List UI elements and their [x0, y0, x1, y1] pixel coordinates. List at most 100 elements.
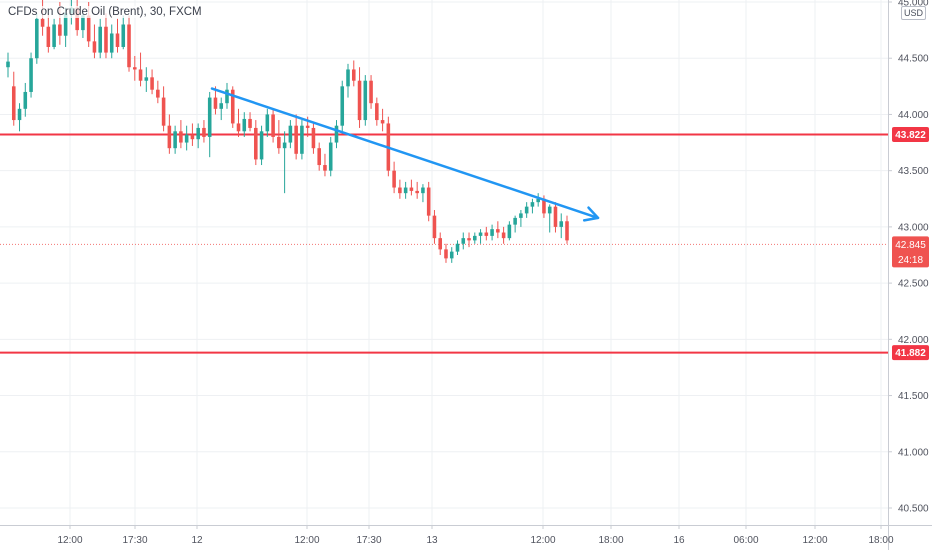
candle-body [150, 77, 154, 90]
candle-body [409, 187, 414, 191]
time-tick-label: 06:00 [733, 535, 758, 546]
candle-body [449, 251, 454, 259]
trend-line[interactable] [210, 87, 600, 220]
candle-body [536, 198, 540, 203]
candle-body [305, 125, 310, 128]
time-tick-label: 17:30 [122, 535, 147, 546]
candle-body [6, 61, 10, 68]
candle-body [473, 235, 477, 241]
candle-body [559, 221, 564, 227]
candle-body [259, 131, 264, 160]
candle-body [421, 187, 425, 194]
candle-body [444, 249, 448, 259]
candle-body [17, 108, 22, 121]
candle-body [86, 15, 91, 42]
candle-body [58, 24, 62, 36]
candle-body [167, 125, 172, 149]
candle-body [392, 170, 396, 188]
candle-body [207, 97, 212, 137]
candle-body [542, 198, 546, 214]
candle-body [242, 118, 247, 132]
candle-body [265, 114, 270, 132]
candle-body [225, 89, 229, 104]
candle-body [351, 69, 356, 81]
candle-body [63, 13, 68, 36]
candle-body [35, 18, 39, 59]
candle-body [40, 18, 45, 27]
candle-body [334, 125, 339, 143]
candle-body [300, 125, 304, 154]
candle-body [507, 224, 512, 239]
candle-body [363, 80, 368, 121]
candle-body [553, 206, 558, 227]
level-price-label: 41.882 [895, 348, 926, 359]
candle-body [455, 243, 460, 252]
candle-body [98, 26, 102, 53]
price-tick-label: 43.500 [898, 166, 929, 177]
candle-body [184, 134, 189, 143]
candle-body [219, 103, 224, 109]
candle-body [196, 127, 200, 140]
level-price-label: 43.822 [895, 130, 926, 141]
candle-body [294, 125, 298, 154]
price-tick-label: 43.000 [898, 222, 929, 233]
time-tick-label: 17:30 [356, 535, 381, 546]
time-tick-label: 18:00 [598, 535, 623, 546]
candle-body [173, 131, 177, 149]
candle-body [484, 232, 489, 236]
candle-body [115, 33, 120, 47]
candle-body [461, 238, 466, 244]
time-tick-label: 13 [426, 535, 438, 546]
bar-countdown-label: 24:18 [898, 255, 923, 266]
candle-body [340, 86, 345, 126]
candle-body [317, 148, 321, 166]
candle-body [109, 33, 114, 53]
candle-body [547, 206, 552, 214]
candle-body [81, 15, 85, 31]
candle-body [132, 67, 137, 70]
last-price-label: 42.845 [895, 240, 926, 251]
candle-body [415, 190, 419, 194]
candle-body [254, 127, 258, 160]
time-tick-label: 12:00 [802, 535, 827, 546]
candle-body [438, 238, 443, 250]
currency-badge[interactable]: USD [901, 6, 927, 20]
candle-body [478, 232, 483, 236]
candle-body [530, 202, 535, 207]
price-tick-label: 41.500 [898, 391, 929, 402]
symbol-title: CFDs on Crude Oil (Brent), 30, FXCM [6, 6, 204, 18]
price-tick-label: 45.000 [898, 0, 929, 9]
candle-body [23, 91, 28, 109]
candle-body [380, 120, 385, 124]
candle-body [346, 69, 350, 87]
candle-body [496, 229, 500, 233]
price-tick-label: 40.500 [898, 504, 929, 515]
time-tick-label: 12:00 [57, 535, 82, 546]
time-tick-label: 12:00 [294, 535, 319, 546]
candle-body [144, 77, 149, 81]
candle-body [156, 89, 160, 98]
level-price-tag [892, 345, 929, 361]
candle-body [519, 213, 523, 218]
candle-body [288, 125, 293, 143]
candle-body [46, 26, 51, 47]
candle-body [213, 97, 218, 109]
level-price-tag [892, 126, 929, 142]
candle-body [467, 238, 471, 241]
candle-body [271, 114, 275, 137]
candle-body [75, 7, 79, 31]
candle-body [490, 229, 494, 236]
candle-body [403, 187, 408, 194]
candle-body [52, 24, 56, 47]
price-tick-label: 42.500 [898, 279, 929, 290]
candle-body [248, 118, 252, 128]
candle-body [328, 142, 333, 171]
candle-body [426, 187, 431, 216]
candle-body [277, 136, 281, 149]
candle-body [161, 97, 166, 126]
candle-body [127, 24, 131, 68]
price-tick-label: 41.000 [898, 447, 929, 458]
candle-body [513, 217, 517, 225]
